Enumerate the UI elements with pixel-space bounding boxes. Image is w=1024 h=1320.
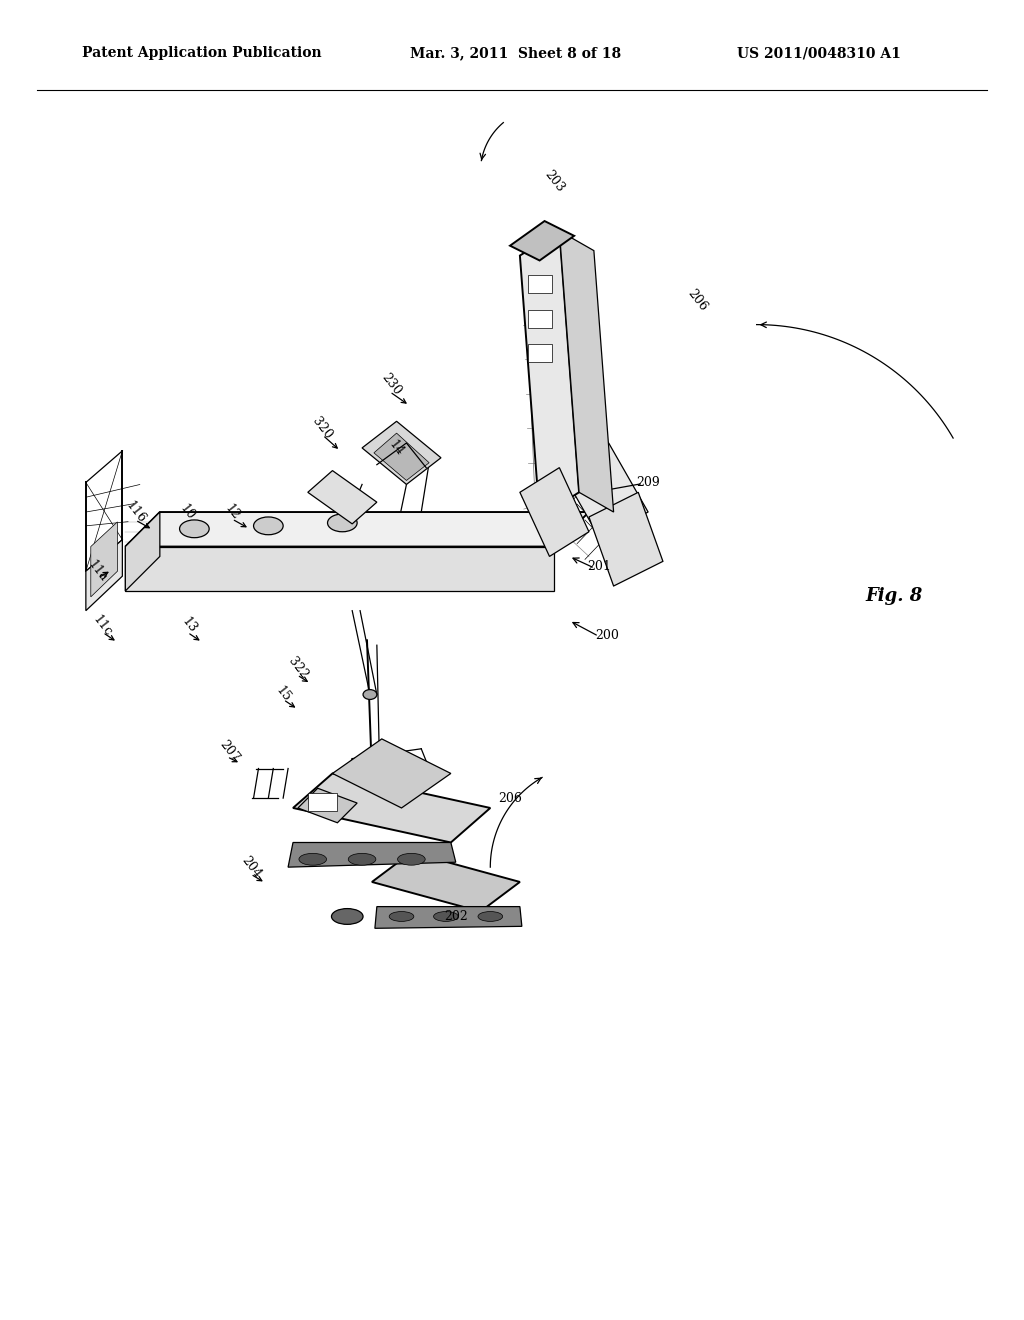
Text: 11c: 11c (90, 612, 115, 639)
FancyBboxPatch shape (527, 345, 552, 362)
Polygon shape (333, 739, 451, 808)
Polygon shape (293, 774, 490, 842)
Text: 209: 209 (636, 477, 660, 488)
FancyBboxPatch shape (527, 276, 552, 293)
Text: 14: 14 (386, 438, 407, 458)
Text: Patent Application Publication: Patent Application Publication (82, 46, 322, 61)
Polygon shape (125, 546, 554, 591)
Text: 15: 15 (273, 684, 293, 705)
Polygon shape (298, 788, 357, 822)
Polygon shape (362, 421, 441, 484)
Text: 207: 207 (216, 738, 242, 764)
Text: 12: 12 (222, 502, 242, 523)
Text: 206: 206 (685, 286, 710, 313)
Polygon shape (520, 231, 580, 517)
Ellipse shape (364, 689, 377, 700)
Ellipse shape (254, 517, 284, 535)
Polygon shape (86, 540, 122, 611)
Ellipse shape (179, 520, 209, 537)
Ellipse shape (348, 853, 376, 865)
Polygon shape (125, 512, 160, 591)
Text: 200: 200 (595, 628, 618, 642)
Text: US 2011/0048310 A1: US 2011/0048310 A1 (737, 46, 901, 61)
Polygon shape (510, 220, 574, 260)
Text: 13: 13 (179, 615, 200, 636)
Ellipse shape (299, 853, 327, 865)
Ellipse shape (332, 908, 364, 924)
Text: 206: 206 (498, 792, 522, 805)
Text: 203: 203 (542, 168, 567, 195)
Ellipse shape (397, 853, 425, 865)
Ellipse shape (328, 513, 357, 532)
FancyBboxPatch shape (308, 793, 337, 810)
Polygon shape (374, 433, 429, 480)
FancyBboxPatch shape (527, 310, 552, 327)
Polygon shape (589, 492, 663, 586)
Text: 204: 204 (240, 854, 264, 880)
Text: 320: 320 (310, 414, 335, 442)
Polygon shape (559, 231, 613, 512)
Polygon shape (375, 907, 522, 928)
Polygon shape (125, 512, 589, 546)
Ellipse shape (433, 912, 458, 921)
Text: 10: 10 (177, 502, 198, 523)
Polygon shape (91, 521, 118, 597)
Text: 230: 230 (379, 371, 404, 397)
Ellipse shape (389, 912, 414, 921)
Text: Fig. 8: Fig. 8 (865, 587, 923, 605)
Text: 11a: 11a (85, 558, 110, 585)
Text: 116: 116 (123, 499, 147, 525)
Polygon shape (559, 444, 648, 537)
Text: 322: 322 (286, 655, 310, 681)
Polygon shape (372, 853, 520, 912)
Polygon shape (288, 842, 456, 867)
Text: 201: 201 (587, 560, 610, 573)
Polygon shape (308, 471, 377, 524)
Polygon shape (520, 467, 589, 557)
Text: 202: 202 (443, 909, 468, 923)
Ellipse shape (478, 912, 503, 921)
Text: Mar. 3, 2011  Sheet 8 of 18: Mar. 3, 2011 Sheet 8 of 18 (410, 46, 621, 61)
